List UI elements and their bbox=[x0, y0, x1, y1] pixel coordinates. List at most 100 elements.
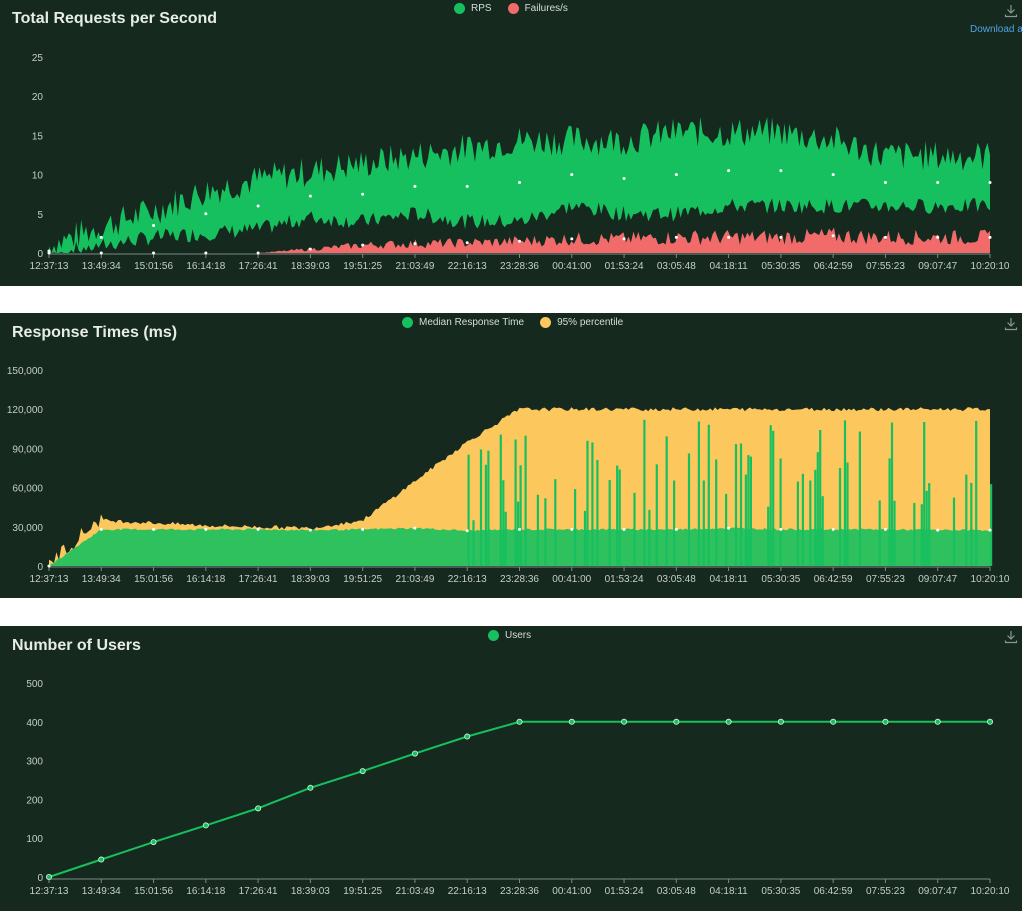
x-tick-label: 21:03:49 bbox=[395, 886, 434, 897]
rps-point bbox=[413, 184, 417, 188]
median-spike bbox=[618, 469, 621, 566]
x-tick-label: 07:55:23 bbox=[866, 574, 905, 585]
x-tick-label: 04:18:11 bbox=[710, 261, 749, 272]
median-point bbox=[204, 527, 208, 531]
median-spike bbox=[801, 473, 804, 566]
median-spike bbox=[970, 482, 973, 567]
median-point bbox=[622, 527, 626, 531]
users-title: Number of Users bbox=[12, 637, 141, 654]
failures-point bbox=[256, 251, 260, 255]
legend-item-users[interactable]: Users bbox=[488, 630, 531, 641]
median-spike bbox=[715, 459, 718, 566]
median-spike bbox=[643, 419, 646, 567]
x-tick-label: 10:20:10 bbox=[971, 886, 1010, 897]
y-tick-label: 60,000 bbox=[12, 484, 43, 495]
response-times-panel: 0 30,000 60,000 90,000 120,000 150,000 12:37:1… bbox=[0, 313, 1022, 598]
rps-point bbox=[831, 173, 835, 177]
users-point bbox=[150, 839, 157, 846]
failures-point bbox=[779, 235, 783, 239]
rps-point bbox=[361, 192, 365, 196]
rps-chart: 0 5 10 15 20 25 12:37:13 13:49:34 15:01:56 16:14:… bbox=[30, 53, 1010, 272]
median-point bbox=[570, 527, 574, 531]
failures-point bbox=[936, 235, 940, 239]
legend-item-failures[interactable]: Failures/s bbox=[507, 3, 568, 14]
median-spike bbox=[616, 465, 619, 567]
users-point bbox=[987, 718, 994, 725]
rps-point bbox=[622, 177, 626, 181]
median-spike bbox=[816, 452, 819, 566]
median-spike bbox=[574, 489, 577, 566]
y-tick-label: 500 bbox=[26, 679, 43, 690]
median-spike bbox=[990, 484, 993, 567]
median-point bbox=[256, 527, 260, 531]
download-link[interactable]: Download a bbox=[970, 24, 1023, 35]
legend-item-p95[interactable]: 95% percentile bbox=[540, 317, 623, 328]
failures-point bbox=[622, 237, 626, 241]
failures-point bbox=[570, 237, 574, 241]
median-spike bbox=[519, 465, 522, 566]
x-tick-label: 23:28:36 bbox=[500, 261, 539, 272]
download-icon[interactable] bbox=[1004, 317, 1018, 331]
median-spike bbox=[923, 421, 926, 566]
rps-point bbox=[883, 180, 887, 184]
median-spike bbox=[734, 444, 738, 566]
y-tick-label: 0 bbox=[37, 562, 43, 573]
x-tick-label: 18:39:03 bbox=[291, 886, 330, 897]
median-spike bbox=[925, 490, 928, 567]
median-spike bbox=[514, 439, 517, 566]
x-tick-label: 00:41:00 bbox=[552, 886, 591, 897]
x-tick-label: 06:42:59 bbox=[814, 886, 853, 897]
rps-point bbox=[518, 180, 521, 184]
users-point bbox=[882, 718, 889, 725]
x-tick-label: 17:26:41 bbox=[239, 574, 278, 585]
users-point bbox=[934, 718, 941, 725]
failures-point bbox=[361, 243, 365, 247]
median-spike bbox=[665, 436, 668, 567]
x-tick-label: 22:16:13 bbox=[448, 886, 487, 897]
y-tick-label: 100 bbox=[26, 834, 43, 845]
users-point bbox=[359, 768, 366, 775]
users-point bbox=[46, 873, 53, 880]
failures-point bbox=[308, 247, 312, 251]
x-tick-label: 03:05:48 bbox=[657, 574, 696, 585]
failures-point bbox=[47, 251, 51, 255]
median-spike bbox=[772, 430, 775, 567]
x-tick-label: 12:37:13 bbox=[30, 574, 69, 585]
median-point bbox=[152, 527, 156, 531]
legend-item-median[interactable]: Median Response Time bbox=[402, 317, 524, 328]
users-chart: 0 100 200 300 400 500 12:37:13 13:49:34 15:01:56… bbox=[26, 679, 1010, 897]
users-point bbox=[777, 718, 784, 725]
x-tick-label: 15:01:56 bbox=[134, 886, 173, 897]
users-point bbox=[255, 805, 262, 812]
y-tick-label: 25 bbox=[32, 53, 44, 64]
download-icon[interactable] bbox=[1004, 630, 1018, 644]
failures-point bbox=[413, 242, 417, 246]
x-tick-label: 12:37:13 bbox=[30, 886, 69, 897]
median-spike bbox=[858, 431, 861, 566]
median-spike bbox=[739, 443, 743, 567]
median-spike bbox=[747, 455, 750, 566]
legend-item-rps[interactable]: RPS bbox=[454, 3, 492, 14]
median-spike bbox=[596, 459, 599, 567]
legend-label: Failures/s bbox=[524, 3, 568, 14]
median-spike bbox=[843, 420, 847, 566]
median-point bbox=[779, 527, 783, 531]
x-tick-label: 23:28:36 bbox=[500, 886, 539, 897]
median-point bbox=[674, 527, 678, 531]
users-legend: Users bbox=[488, 630, 541, 641]
median-spike bbox=[687, 453, 691, 566]
x-tick-label: 22:16:13 bbox=[448, 574, 487, 585]
x-tick-label: 09:07:47 bbox=[918, 886, 957, 897]
y-tick-label: 15 bbox=[32, 131, 44, 142]
x-tick-label: 04:18:11 bbox=[710, 886, 749, 897]
y-tick-label: 150,000 bbox=[7, 366, 44, 377]
download-icon[interactable] bbox=[1004, 4, 1018, 18]
users-point bbox=[202, 822, 209, 829]
x-tick-label: 19:51:25 bbox=[343, 886, 382, 897]
rps-point bbox=[152, 224, 156, 228]
median-spike bbox=[744, 474, 747, 567]
median-spike bbox=[769, 425, 772, 567]
x-tick-label: 17:26:41 bbox=[239, 261, 278, 272]
x-tick-label: 00:41:00 bbox=[552, 261, 591, 272]
x-tick-label: 07:55:23 bbox=[866, 261, 905, 272]
